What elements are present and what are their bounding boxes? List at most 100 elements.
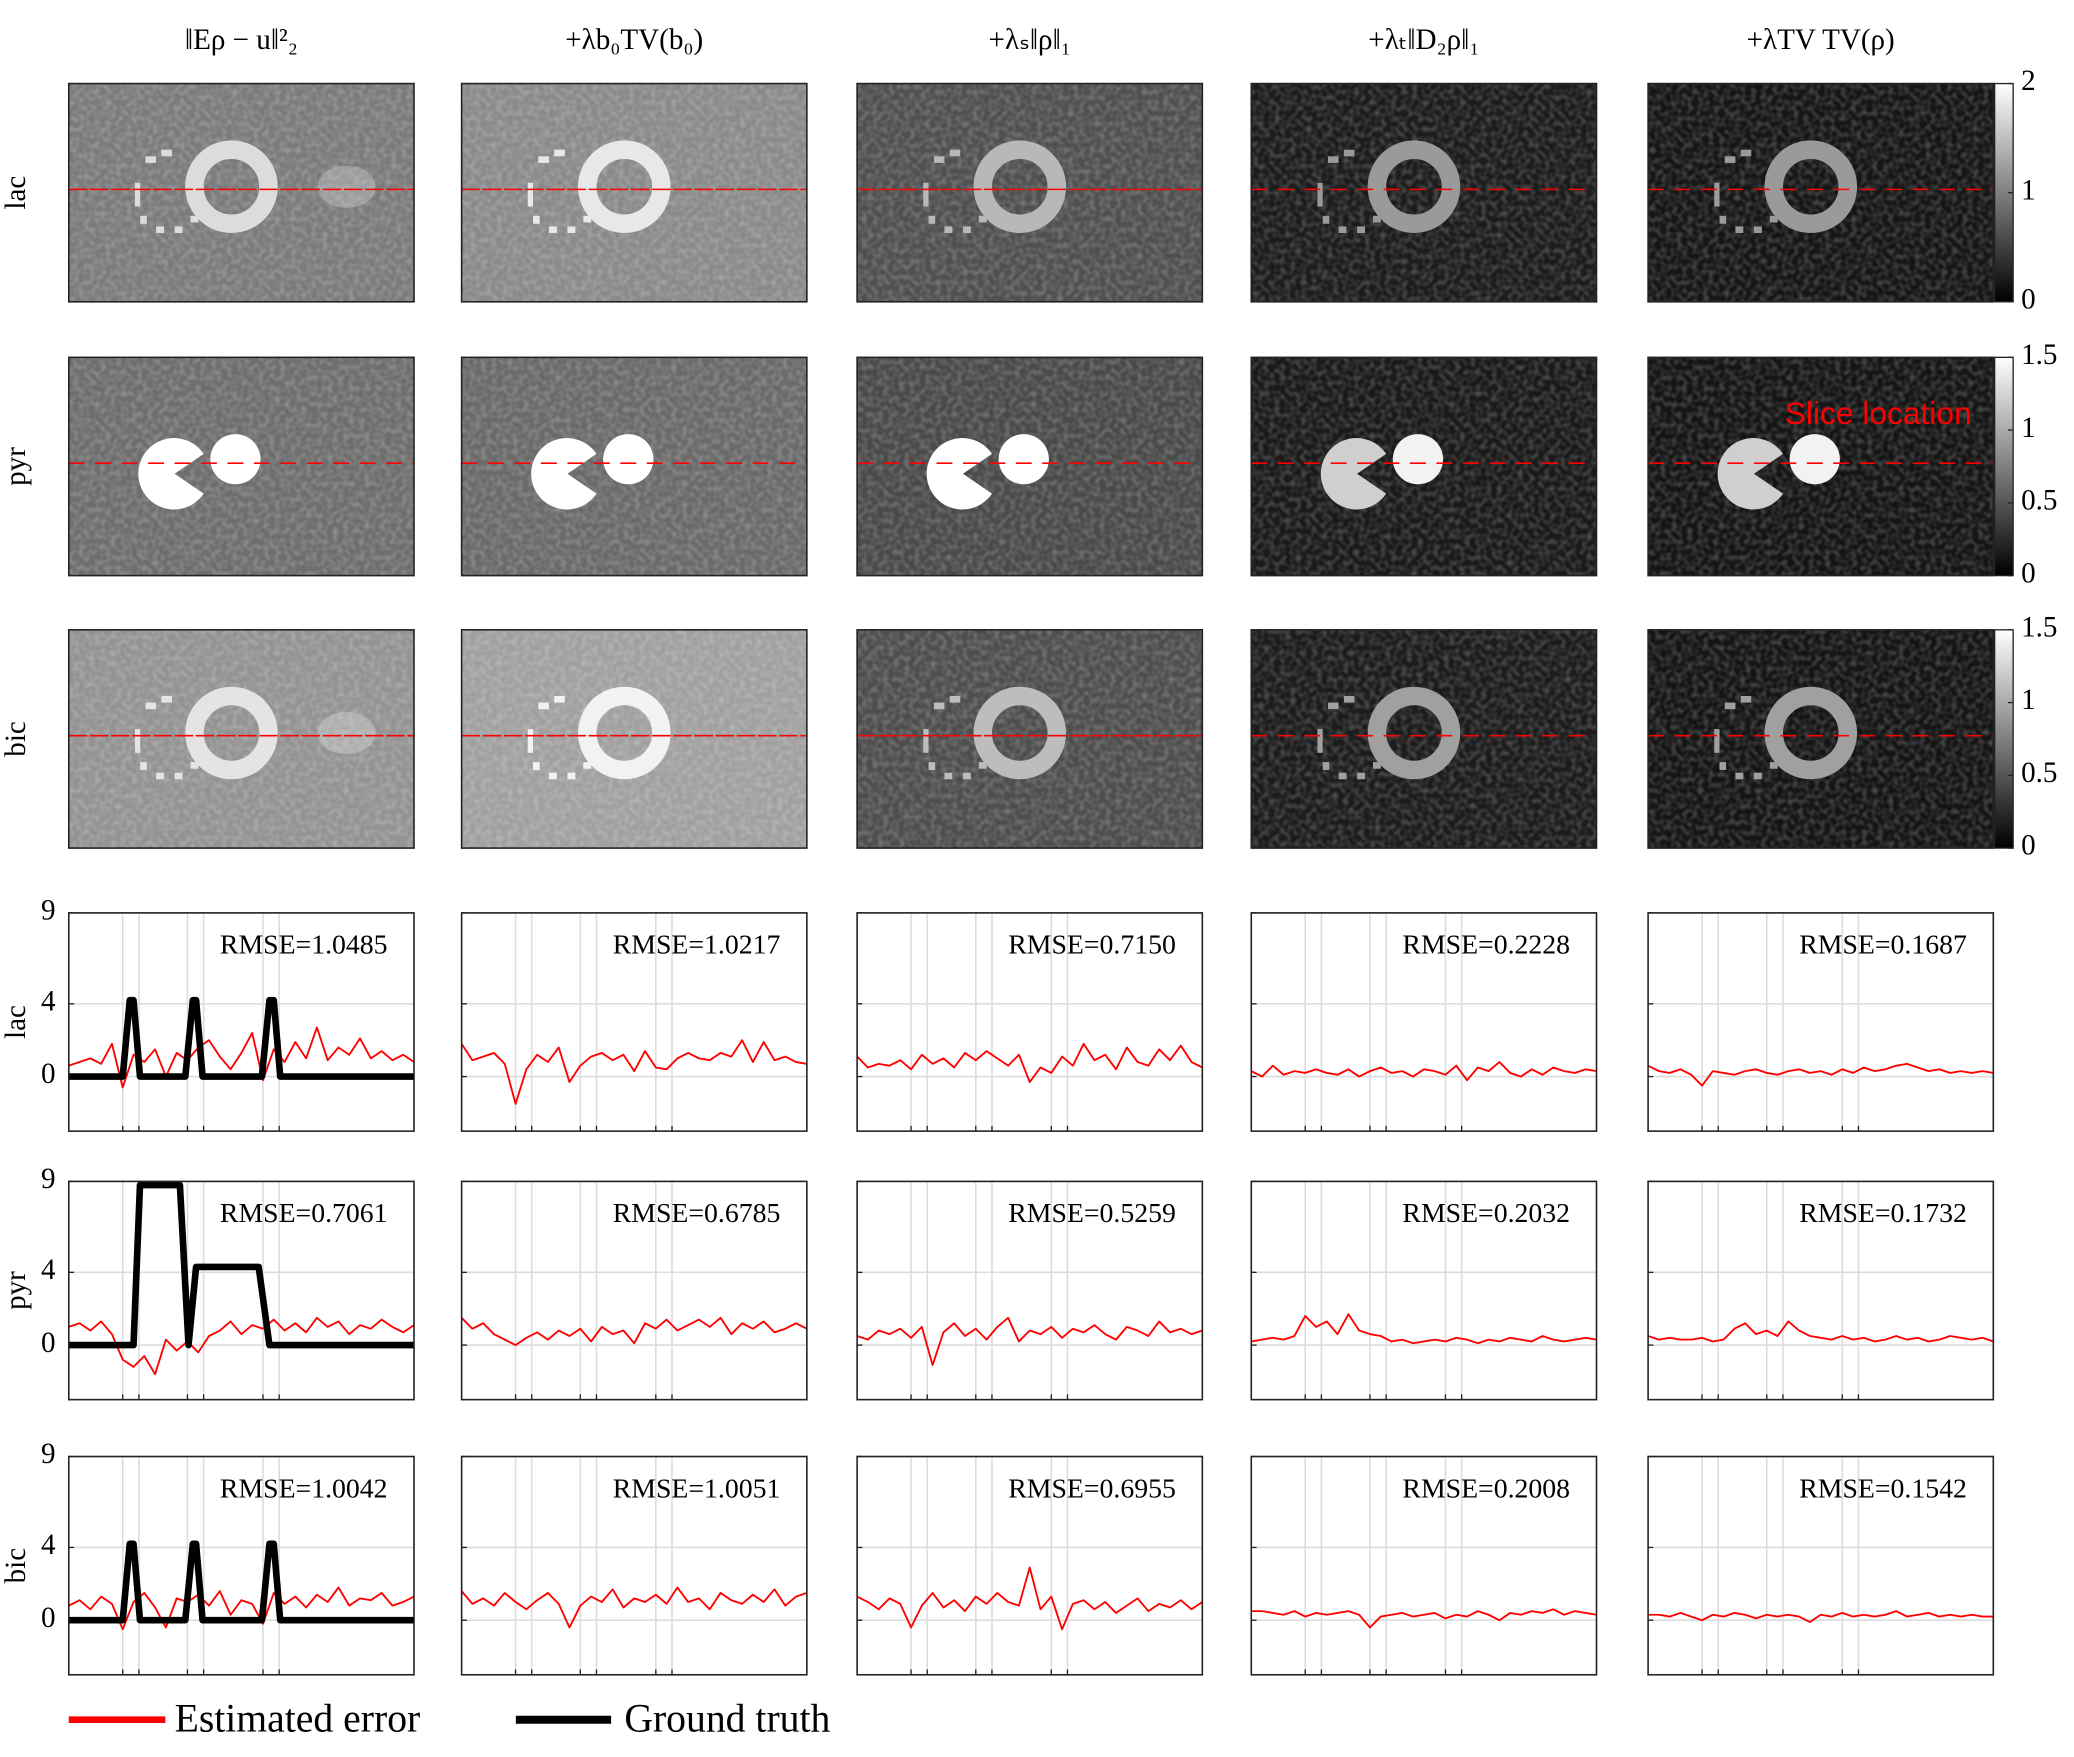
annotation: RMSE=0.1542 (1799, 1473, 1967, 1504)
image-panel (460, 82, 808, 303)
colorbar-tick-label: 1 (2021, 174, 2036, 206)
plot-background (1648, 1181, 1994, 1400)
plot-frame (67, 1180, 415, 1401)
error-line (1648, 1610, 1994, 1623)
image-frame (1250, 629, 1598, 849)
image-panel (1647, 629, 1995, 849)
y-tick-label: 9 (41, 1438, 56, 1470)
image-feature (1357, 226, 1366, 234)
y-axis-label: bic (0, 1548, 32, 1584)
plot-frame (856, 912, 1204, 1132)
image-frame (460, 82, 808, 303)
colorbar-tick-label: 0.5 (2021, 485, 2057, 517)
colorbar (1993, 356, 2014, 577)
image-feature (1789, 434, 1840, 485)
image-frame (856, 629, 1204, 849)
image-feature (174, 772, 183, 780)
image-frame (460, 356, 808, 577)
plot-background (857, 1181, 1203, 1400)
image-feature (145, 702, 157, 710)
image-feature (1320, 438, 1387, 510)
image-feature (185, 140, 278, 234)
image-feature (174, 226, 183, 234)
ground-truth-line (68, 996, 415, 1080)
image-feature (583, 762, 592, 769)
plot-frame (1250, 912, 1598, 1132)
colorbar-tick-label: 0 (2021, 830, 2036, 862)
image-feature (567, 772, 576, 780)
y-axis-label: pyr (0, 1271, 32, 1310)
annotation: RMSE=0.6955 (1008, 1473, 1176, 1504)
image-feature (1367, 686, 1461, 780)
plot-frame (67, 912, 415, 1132)
image-feature (1769, 215, 1778, 223)
image-feature (926, 438, 993, 510)
image-feature (190, 215, 199, 223)
legend-label: Estimated error (175, 1696, 421, 1740)
y-tick-label: 4 (41, 985, 56, 1017)
image-feature (190, 762, 199, 769)
image-feature (944, 772, 953, 780)
annotation: RMSE=1.0485 (220, 930, 388, 961)
image-panel (1647, 356, 1995, 577)
image-feature (185, 686, 278, 780)
image-feature (1322, 762, 1330, 771)
image-feature (949, 149, 961, 157)
plot-frame (1250, 1455, 1598, 1676)
image-panel (856, 356, 1204, 577)
annotation: RMSE=0.7150 (1008, 930, 1176, 961)
image-feature (548, 226, 557, 234)
image-frame (67, 356, 415, 577)
image-feature (567, 226, 576, 234)
plot-background (1648, 912, 1994, 1132)
image-frame (1250, 356, 1598, 577)
row-label: lac (0, 176, 32, 210)
image-feature (1769, 762, 1778, 769)
ground-truth-line (68, 1540, 415, 1624)
image-noise (1648, 83, 1994, 302)
image-noise (461, 83, 807, 302)
y-tick-label: 0 (41, 1602, 56, 1634)
plot-background (461, 1456, 807, 1675)
image-feature (1327, 156, 1339, 163)
image-feature (1343, 695, 1355, 703)
colorbar-tick-label: 1 (2021, 684, 2036, 716)
plot-background (461, 1181, 807, 1400)
column-title: +λTV TV(ρ) (1747, 24, 1895, 56)
annotation: RMSE=0.7061 (220, 1198, 388, 1229)
image-frame (460, 629, 808, 849)
error-line (856, 1566, 1203, 1631)
colorbar-tick-label: 2 (2021, 65, 2036, 97)
plot-frame (1647, 912, 1995, 1132)
image-feature (1392, 434, 1444, 485)
image-feature (1343, 149, 1355, 157)
image-feature (156, 772, 165, 780)
column-title: +λb₀TV(b₀) (565, 24, 703, 56)
image-frame (1250, 82, 1598, 303)
image-feature (156, 226, 165, 234)
plot-background (1251, 912, 1597, 1132)
image-feature (1735, 226, 1744, 234)
image-panel (856, 82, 1204, 303)
image-feature (978, 762, 987, 769)
image-panel (1647, 82, 1995, 303)
image-noise (1251, 83, 1597, 302)
image-feature (1714, 729, 1720, 753)
error-line (1647, 1320, 1994, 1343)
image-feature (1338, 226, 1347, 234)
ground-truth-line (68, 1181, 415, 1349)
colorbar-tick-label: 1.5 (2021, 339, 2057, 371)
image-feature (1322, 215, 1330, 224)
image-feature (1327, 702, 1339, 710)
image-feature (1719, 215, 1727, 224)
y-axis-label: lac (0, 1005, 32, 1039)
image-feature (1317, 729, 1323, 753)
image-panel (67, 82, 415, 303)
image-feature (138, 438, 204, 510)
annotation: RMSE=1.0042 (220, 1473, 388, 1504)
image-panel (1250, 356, 1598, 577)
image-panel (856, 629, 1204, 849)
y-tick-label: 0 (41, 1058, 56, 1090)
